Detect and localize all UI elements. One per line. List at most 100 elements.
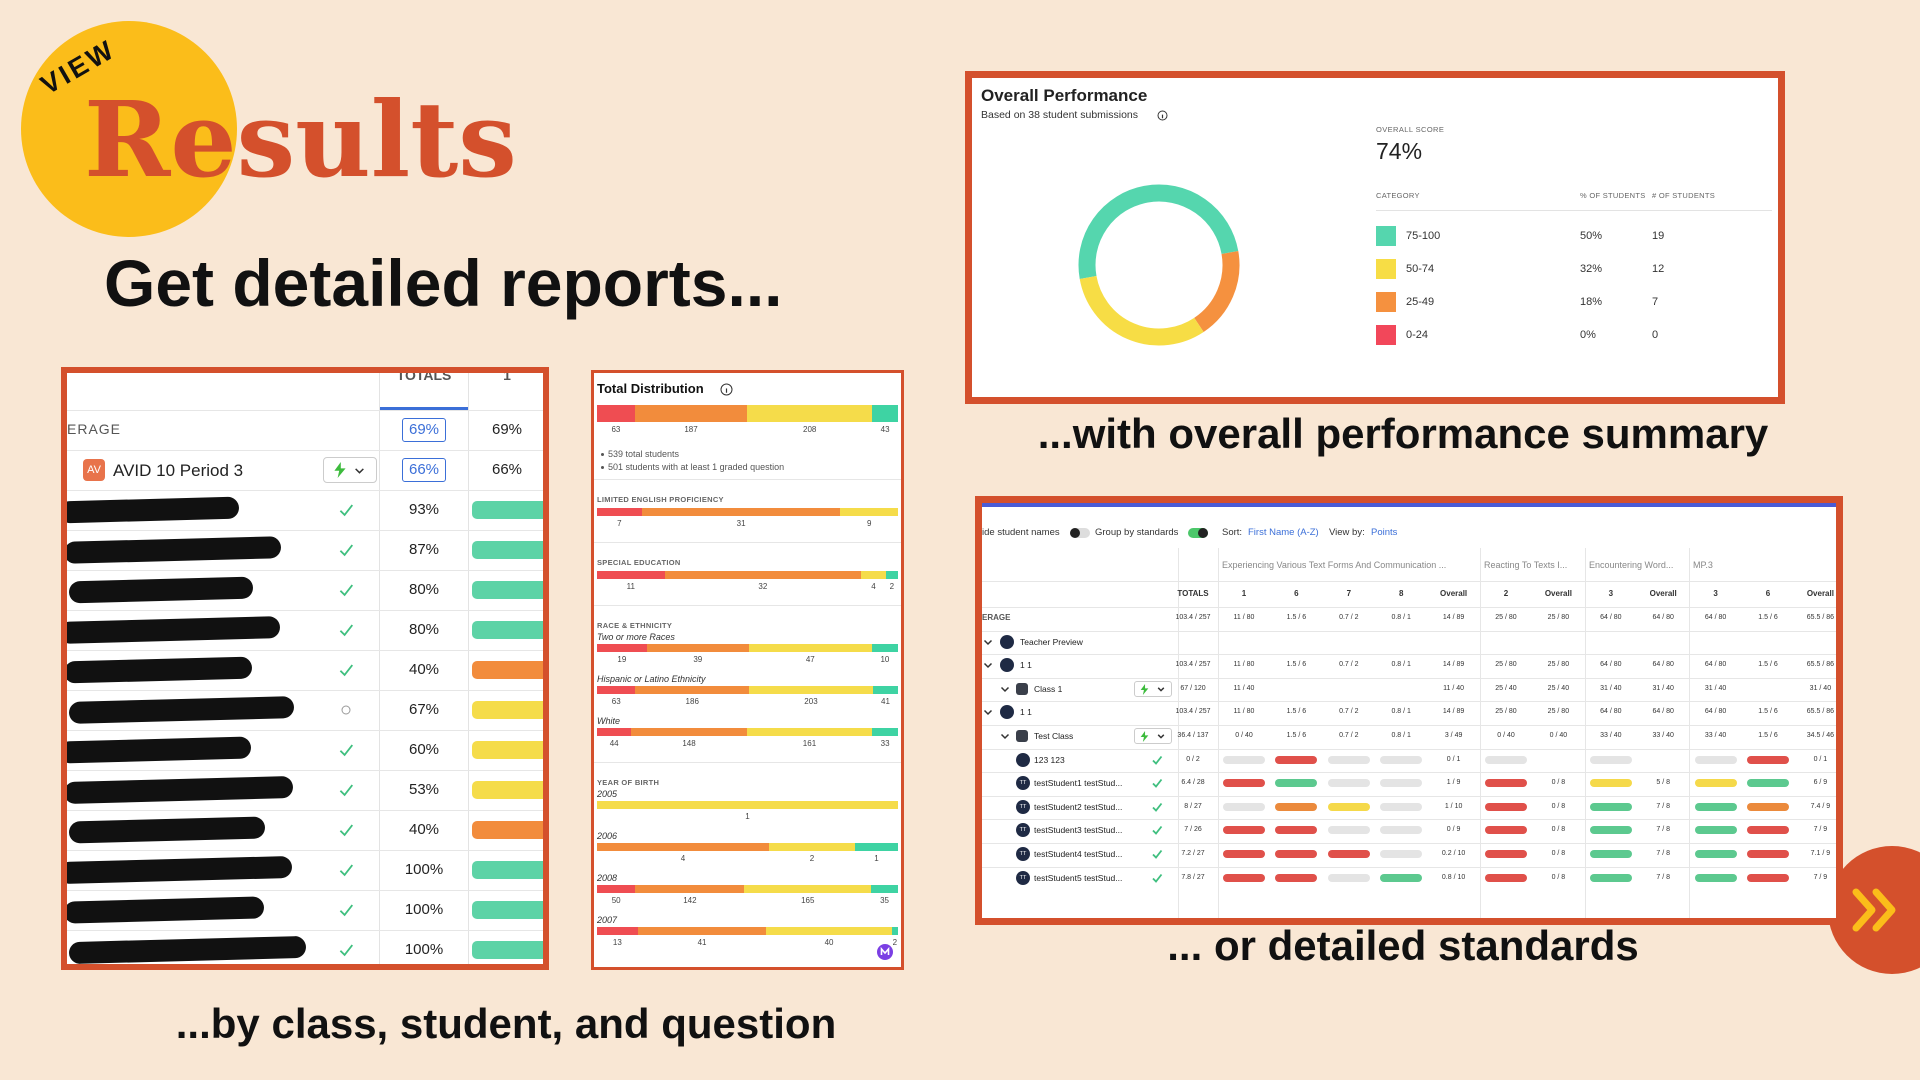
class-action-button[interactable] <box>1134 680 1172 697</box>
segment-label: 4 <box>871 582 876 591</box>
row-label: 1 1 <box>1020 707 1032 718</box>
check-mark <box>1152 802 1163 812</box>
segment-label: 208 <box>802 425 817 434</box>
standard-group: Reacting To Texts I... <box>1484 560 1568 570</box>
row-line <box>982 654 1836 656</box>
row-line <box>594 762 901 763</box>
toolbar-value: Points <box>1371 527 1398 538</box>
row-line <box>67 450 543 451</box>
caption-overall: ...with overall performance summary <box>1037 410 1769 457</box>
score: 60% <box>408 741 440 758</box>
name-divider <box>1178 548 1179 918</box>
column-header: 1 <box>1241 589 1247 598</box>
toolbar-label: View by: <box>1329 527 1365 538</box>
row-label: testStudent4 testStud... <box>1034 849 1123 859</box>
cell-bar <box>1589 802 1632 811</box>
header-rule <box>1376 210 1772 211</box>
score-label: OVERALL SCORE <box>1376 125 1445 134</box>
cell-value: 14 / 89 <box>1442 661 1465 669</box>
redacted-name <box>67 496 240 524</box>
section-heading: RACE & ETHNICITY <box>597 621 673 630</box>
check-icon <box>339 864 354 877</box>
segment-label: 10 <box>880 655 890 664</box>
distribution-segment <box>746 728 873 736</box>
distribution-segment <box>872 405 898 422</box>
segment-label: 187 <box>684 425 698 434</box>
student-avatar: TT <box>1016 799 1030 814</box>
redacted-name <box>67 776 294 804</box>
distribution-segment <box>597 885 636 893</box>
student-avatar: TT <box>1016 870 1030 885</box>
class-action-button[interactable] <box>1134 728 1172 744</box>
check-icon <box>1152 802 1163 812</box>
score: 80% <box>408 581 440 598</box>
cell-value: 0.7 / 2 <box>1339 708 1359 716</box>
segment-label: 19 <box>617 655 627 664</box>
redacted-name <box>67 855 293 885</box>
row-icon <box>1016 682 1028 695</box>
cell-bar <box>1380 826 1423 835</box>
score-bar <box>472 781 543 799</box>
cell-value: 11 / 40 <box>1233 684 1255 692</box>
row-line <box>982 866 1836 868</box>
cell-value: 0 / 40 <box>1235 732 1253 739</box>
check-icon <box>1152 849 1163 859</box>
cell-bar <box>1327 779 1370 788</box>
next-button[interactable] <box>1828 846 1920 974</box>
check-icon <box>1152 826 1163 836</box>
note: 501 students with at least 1 graded ques… <box>608 462 785 472</box>
student-avatar: TT <box>1016 776 1030 791</box>
cell-value: 25 / 40 <box>1495 684 1517 692</box>
cell-value: 65.5 / 86 <box>1806 661 1835 669</box>
redacted-name <box>67 536 282 564</box>
cell-bar <box>1223 826 1265 835</box>
group-name: White <box>597 716 621 726</box>
toggle-knob <box>1070 528 1080 538</box>
segment-label: 142 <box>683 896 697 905</box>
app-badge <box>877 944 893 960</box>
segment-label: 41 <box>881 697 890 706</box>
check-icon <box>339 744 354 757</box>
row-label: 123 123 <box>1034 754 1065 765</box>
check-mark <box>339 864 354 877</box>
chevron <box>355 468 364 474</box>
cell-value: 0 / 1 <box>1446 755 1461 763</box>
cell-bar <box>1327 802 1370 811</box>
segment-label: 161 <box>802 739 817 748</box>
row-total: 103.4 / 257 <box>1175 661 1211 669</box>
column-header: Overall <box>1544 589 1572 598</box>
toggle[interactable] <box>1070 528 1090 538</box>
cell-value: 1.5 / 6 <box>1758 614 1778 621</box>
cell-value: 0.7 / 2 <box>1339 661 1359 669</box>
class-action-button[interactable] <box>323 457 377 483</box>
row-line <box>982 607 1836 608</box>
group-divider <box>1689 548 1690 918</box>
chevron <box>983 663 993 669</box>
cell-bar <box>1747 873 1789 882</box>
toggle[interactable] <box>1188 528 1208 538</box>
check-mark <box>1152 849 1163 859</box>
pending-circle <box>341 705 351 715</box>
caption-standards: ... or detailed standards <box>1167 922 1639 969</box>
score: 93% <box>408 501 440 518</box>
group-name: Hispanic or Latino Ethnicity <box>597 674 706 684</box>
row-line <box>594 605 901 606</box>
distribution-segment <box>749 686 873 694</box>
score-bar <box>472 661 543 679</box>
bullet <box>601 466 604 469</box>
row-total: 103.4 / 257 <box>1175 708 1211 716</box>
cell-value: 0.7 / 2 <box>1339 614 1359 621</box>
cell-value: 0.8 / 1 <box>1391 661 1411 669</box>
segment-label: 186 <box>685 697 699 706</box>
info-circle <box>720 383 733 396</box>
section-heading: SPECIAL EDUCATION <box>597 558 681 567</box>
check-icon <box>339 504 354 517</box>
segment-label: 1 <box>745 812 750 821</box>
distribution-segment <box>769 843 855 851</box>
cell-value: 1 / 10 <box>1444 802 1463 810</box>
cell-value: 31 / 40 <box>1809 684 1832 692</box>
overall-subtitle: Based on 38 student submissions <box>981 109 1139 121</box>
bolt-icon <box>334 462 346 478</box>
bolt-icon <box>1140 731 1149 742</box>
cell-value: 14 / 89 <box>1442 708 1465 716</box>
